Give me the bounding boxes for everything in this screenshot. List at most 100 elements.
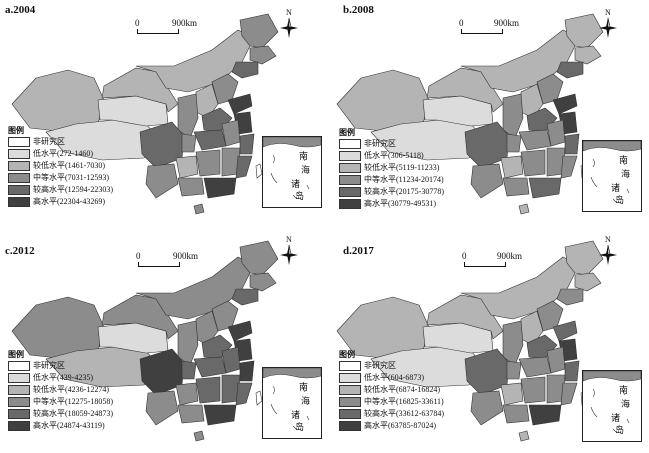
- inset-label: 诸: [611, 183, 621, 193]
- inset-label: 海: [621, 169, 631, 179]
- province-shandong: [227, 320, 253, 342]
- legend-swatch: [8, 397, 30, 407]
- legend-swatch: [339, 139, 361, 149]
- inset-label: 南: [619, 155, 629, 165]
- map-panel-2004: a.2004 0 900km N 图例 非研究区 低水平(272-1460) 较低水平…: [0, 0, 324, 226]
- province-chongqing: [506, 360, 522, 380]
- legend-swatch: [8, 173, 30, 183]
- legend-item: 较低水平(1461-7030): [8, 161, 113, 171]
- province-guizhou: [175, 382, 199, 406]
- province-chongqing: [506, 133, 522, 153]
- inset-label: 岛: [615, 195, 625, 205]
- legend-swatch: [339, 151, 361, 161]
- province-fujian: [560, 155, 578, 179]
- scale-bar: [138, 262, 180, 267]
- south-china-sea-inset: 南海诸岛: [262, 136, 322, 208]
- legend-item: 高水平(22304-43269): [8, 197, 113, 207]
- legend-swatch: [339, 199, 361, 209]
- south-china-sea-inset: 南海诸岛: [582, 140, 642, 212]
- inset-label: 海: [621, 399, 631, 409]
- legend-swatch: [339, 397, 361, 407]
- legend-swatch: [339, 361, 361, 371]
- province-yunnan: [145, 163, 179, 199]
- province-jilin: [574, 272, 602, 292]
- province-fujian: [235, 382, 253, 406]
- inset-label: 诸: [611, 413, 621, 423]
- legend-swatch: [339, 385, 361, 395]
- legend-label: 较低水平(6874-16824): [364, 385, 440, 394]
- province-map: [11, 240, 279, 442]
- province-yunnan: [470, 390, 504, 426]
- province-yunnan: [470, 163, 504, 199]
- province-gansu: [426, 294, 504, 340]
- inset-label: 岛: [615, 425, 625, 435]
- scale-distance-label: 900km: [494, 18, 520, 28]
- province-zhejiang: [239, 133, 255, 155]
- legend-item: 非研究区: [8, 361, 113, 371]
- legend-item: 中等水平(12275-18058): [8, 397, 113, 407]
- province-fujian: [560, 382, 578, 406]
- legend-item: 较高水平(20175-30778): [339, 187, 444, 197]
- north-arrow-icon: N: [597, 235, 619, 267]
- province-chongqing: [181, 133, 197, 153]
- province-shandong: [552, 93, 578, 115]
- legend-item: 较高水平(33612-63784): [339, 409, 444, 419]
- north-arrow-icon: N: [278, 8, 300, 40]
- legend-item: 非研究区: [339, 361, 444, 371]
- legend-swatch: [8, 361, 30, 371]
- province-guangdong: [203, 177, 237, 199]
- province-shaanxi: [502, 93, 524, 139]
- province-zhejiang: [564, 133, 580, 155]
- legend: 图例 非研究区 低水平(439-4235) 较低水平(4236-12274) 中等水平(…: [8, 350, 113, 433]
- north-label: N: [286, 235, 292, 244]
- legend-swatch: [339, 421, 361, 431]
- scale-zero-label: 0: [135, 18, 140, 28]
- inset-label: 南: [299, 382, 309, 392]
- legend-label: 中等水平(7031-12593): [33, 173, 109, 182]
- scale-bar: [464, 262, 506, 267]
- legend-item: 低水平(306-5118): [339, 151, 444, 161]
- province-guangxi: [502, 404, 530, 424]
- province-hainan: [193, 430, 205, 442]
- province-hunan: [195, 149, 221, 177]
- legend-label: 高水平(24874-43119): [33, 421, 105, 430]
- province-jilin: [574, 45, 602, 65]
- legend: 图例 非研究区 低水平(604-6873) 较低水平(6874-16824) 中等水平(…: [339, 350, 444, 433]
- panel-title: a.2004: [5, 4, 36, 16]
- legend-label: 高水平(63785-87024): [364, 421, 436, 430]
- province-guizhou: [500, 155, 524, 179]
- legend-label: 非研究区: [33, 361, 65, 370]
- legend-label: 低水平(439-4235): [33, 373, 93, 382]
- province-gansu: [426, 67, 504, 113]
- legend-item: 较高水平(18059-24873): [8, 409, 113, 419]
- legend-label: 较低水平(4236-12274): [33, 385, 109, 394]
- map-panel-2012: c.2012 0 900km N 图例 非研究区 低水平(439-4235) 较低水平…: [0, 227, 324, 453]
- province-guangxi: [177, 404, 205, 424]
- legend-swatch: [339, 175, 361, 185]
- legend-label: 较高水平(20175-30778): [364, 187, 444, 196]
- legend-title: 图例: [339, 128, 355, 137]
- legend-label: 高水平(22304-43269): [33, 197, 105, 206]
- province-guizhou: [500, 382, 524, 406]
- legend-swatch: [8, 137, 30, 147]
- province-jilin: [249, 45, 277, 65]
- legend-label: 中等水平(11234-20174): [364, 175, 444, 184]
- legend-title: 图例: [8, 126, 24, 135]
- province-hubei: [193, 356, 227, 378]
- inset-label: 海: [301, 396, 311, 406]
- legend-label: 非研究区: [33, 137, 65, 146]
- province-fujian: [235, 155, 253, 179]
- legend-swatch: [8, 373, 30, 383]
- south-china-sea-inset: 南海诸岛: [262, 367, 322, 439]
- province-shaanxi: [177, 320, 199, 366]
- province-hubei: [193, 129, 227, 151]
- province-shandong: [552, 320, 578, 342]
- inset-label: 诸: [291, 410, 301, 420]
- south-china-sea-inset: 南海诸岛: [582, 370, 642, 442]
- scale-zero-label: 0: [136, 251, 141, 261]
- inset-label: 南: [299, 151, 309, 161]
- panel-title: c.2012: [5, 245, 35, 257]
- legend-item: 低水平(272-1460): [8, 149, 113, 159]
- legend-item: 非研究区: [339, 139, 444, 149]
- province-zhejiang: [239, 360, 255, 382]
